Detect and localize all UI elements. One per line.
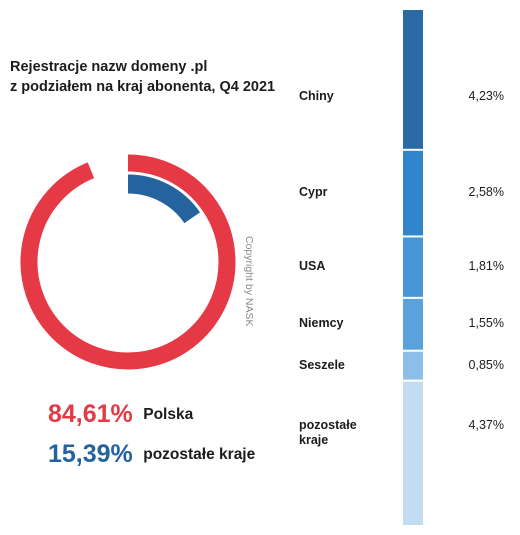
bar-label-seszele: Seszele [299,357,345,372]
donut-chart [20,154,236,370]
summary-polska-label: Polska [143,405,194,423]
summary-other-value: 15,39% [48,440,133,468]
summary-other-label: pozostałe kraje [143,445,256,463]
bar-value-cypr: 2,58% [468,185,504,200]
bar-segment-seszele [403,351,423,380]
bar-label-chiny: Chiny [299,88,334,103]
bar-segment-usa [403,237,423,297]
bar-segment-chiny [403,10,423,149]
summary-polska-value: 84,61% [48,400,133,428]
bar-value-pozostale: 4,37% [468,417,504,432]
bar-segment-cypr [403,150,423,236]
bar-label-niemcy: Niemcy [299,316,344,331]
chart-title: Rejestracje nazw domeny .pl z podziałem … [10,57,310,97]
donut-slice-pozostale [127,174,201,224]
chart-title-line-1: Rejestracje nazw domeny .pl [10,59,208,75]
bar-label-pozostale: pozostałe kraje [299,417,357,447]
bar-segment-niemcy [403,298,423,350]
bar-label-usa: USA [299,259,326,274]
summary-other: 15,39% pozostałe kraje [48,440,255,469]
bar-value-usa: 1,81% [468,259,504,274]
chart-title-line-2: z podziałem na kraj abonenta, Q4 2021 [10,79,276,95]
summary-polska: 84,61% Polska [48,400,193,429]
bar-value-seszele: 0,85% [468,357,504,372]
donut-slice-polska [20,154,236,370]
bar-value-niemcy: 1,55% [468,316,504,331]
bar-label-cypr: Cypr [299,185,328,200]
bar-segment-pozostale [403,381,423,525]
bar-value-chiny: 4,23% [468,88,504,103]
